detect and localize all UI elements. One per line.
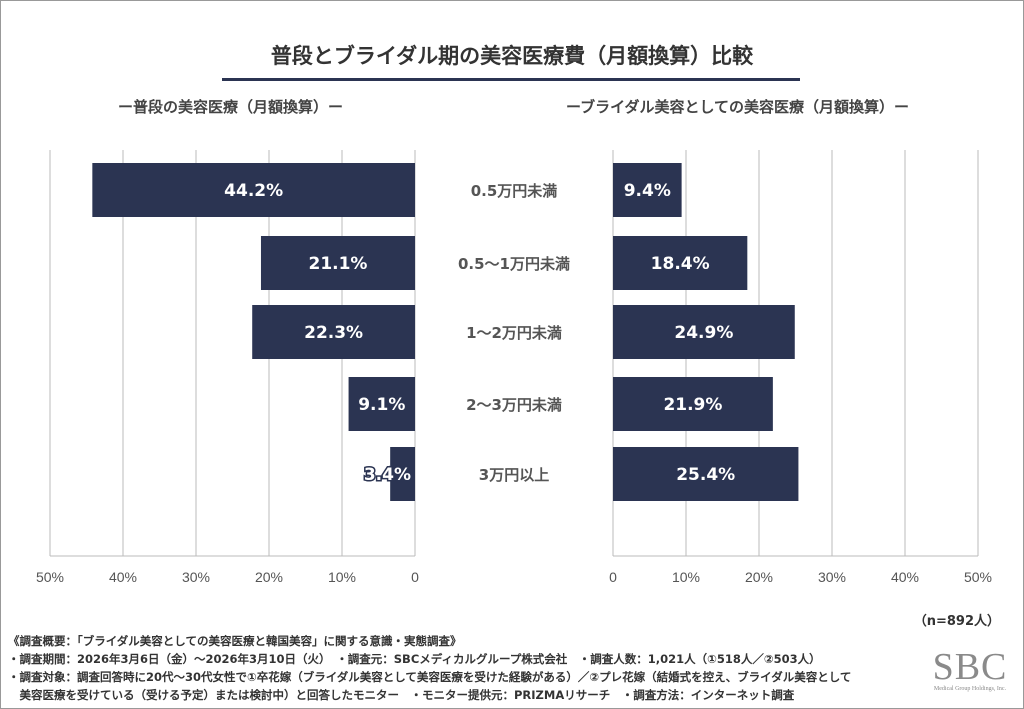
data-label: 3.4%: [364, 465, 411, 485]
data-label: 44.2%: [224, 181, 283, 201]
data-label: 9.1%: [358, 395, 405, 415]
bar: [613, 163, 682, 217]
bar: [613, 447, 799, 501]
tick-label: 0: [411, 569, 419, 585]
data-label: 22.3%: [304, 323, 363, 343]
data-label: 21.9%: [663, 395, 722, 415]
data-label: 25.4%: [676, 465, 735, 485]
sample-size: （n=892人）: [913, 614, 1000, 629]
tick-label: 50%: [964, 569, 992, 585]
note-line: 美容医療を受けている（受ける予定）または検討中）と回答したモニター ・モニター提…: [8, 688, 795, 702]
data-label: 18.4%: [651, 254, 710, 274]
tick-label: 30%: [818, 569, 846, 585]
tick-label: 0: [609, 569, 617, 585]
bar: [92, 163, 415, 217]
bar: [613, 236, 748, 290]
category-label: 3万円以上: [479, 466, 549, 484]
tick-label: 20%: [255, 569, 283, 585]
bar: [260, 236, 415, 290]
data-label: 24.9%: [674, 323, 733, 343]
tick-label: 10%: [328, 569, 356, 585]
note-line: ・調査対象：調査回答時に20代〜30代女性で①卒花嫁（ブライダル美容として美容医…: [8, 670, 852, 684]
tick-label: 30%: [182, 569, 210, 585]
category-label: 0.5〜1万円未満: [458, 255, 570, 273]
right-chart-title: ーブライダル美容としての美容医療（月額換算）ー: [566, 98, 910, 116]
bar: [613, 377, 773, 431]
note-line: ・調査期間：2026年3月6日（金）〜2026年3月10日（火） ・調査元：SB…: [8, 652, 821, 666]
tick-label: 40%: [109, 569, 137, 585]
data-label: 21.1%: [308, 254, 367, 274]
bar: [252, 305, 415, 359]
bar: [348, 377, 415, 431]
note-line: 《調査概要：「ブライダル美容としての美容医療と韓国美容」に関する意識・実態調査》: [8, 634, 462, 648]
category-label: 1〜2万円未満: [466, 324, 562, 342]
tick-label: 40%: [891, 569, 919, 585]
category-label: 0.5万円未満: [471, 182, 558, 200]
data-label: 9.4%: [624, 181, 671, 201]
tick-label: 50%: [36, 569, 64, 585]
bar: [613, 305, 795, 359]
tick-label: 10%: [672, 569, 700, 585]
category-label: 2〜3万円未満: [466, 396, 562, 414]
sbc-logo: SBC Medical Group Holdings, Inc.: [932, 646, 1008, 692]
page-title: 普段とブライダル期の美容医療費（月額換算）比較: [270, 44, 754, 68]
tick-label: 20%: [745, 569, 773, 585]
survey-notes: 《調査概要：「ブライダル美容としての美容医療と韓国美容」に関する意識・実態調査》…: [8, 632, 851, 704]
left-chart-title: ー普段の美容医療（月額換算）ー: [118, 98, 344, 116]
title-underline: [222, 78, 800, 81]
bar: [390, 447, 415, 501]
